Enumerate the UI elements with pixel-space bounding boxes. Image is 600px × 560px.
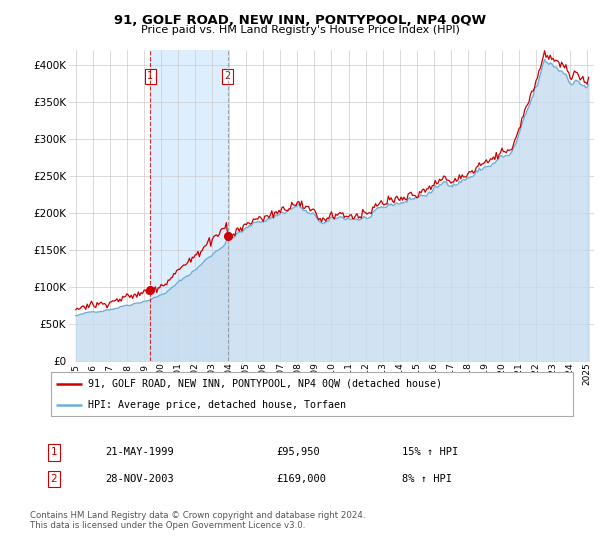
Text: 28-NOV-2003: 28-NOV-2003 — [105, 474, 174, 484]
FancyBboxPatch shape — [50, 372, 574, 416]
Text: 1: 1 — [50, 447, 58, 458]
Text: £95,950: £95,950 — [276, 447, 320, 458]
Text: 8% ↑ HPI: 8% ↑ HPI — [402, 474, 452, 484]
Text: HPI: Average price, detached house, Torfaen: HPI: Average price, detached house, Torf… — [88, 400, 346, 410]
Text: £169,000: £169,000 — [276, 474, 326, 484]
Text: 2: 2 — [50, 474, 58, 484]
Text: 2: 2 — [224, 71, 230, 81]
Text: 91, GOLF ROAD, NEW INN, PONTYPOOL, NP4 0QW: 91, GOLF ROAD, NEW INN, PONTYPOOL, NP4 0… — [114, 14, 486, 27]
Text: 91, GOLF ROAD, NEW INN, PONTYPOOL, NP4 0QW (detached house): 91, GOLF ROAD, NEW INN, PONTYPOOL, NP4 0… — [88, 379, 442, 389]
Text: 15% ↑ HPI: 15% ↑ HPI — [402, 447, 458, 458]
Text: 21-MAY-1999: 21-MAY-1999 — [105, 447, 174, 458]
Bar — [151, 50, 227, 361]
Text: Contains HM Land Registry data © Crown copyright and database right 2024.
This d: Contains HM Land Registry data © Crown c… — [30, 511, 365, 530]
Text: Price paid vs. HM Land Registry's House Price Index (HPI): Price paid vs. HM Land Registry's House … — [140, 25, 460, 35]
Text: 1: 1 — [148, 71, 154, 81]
